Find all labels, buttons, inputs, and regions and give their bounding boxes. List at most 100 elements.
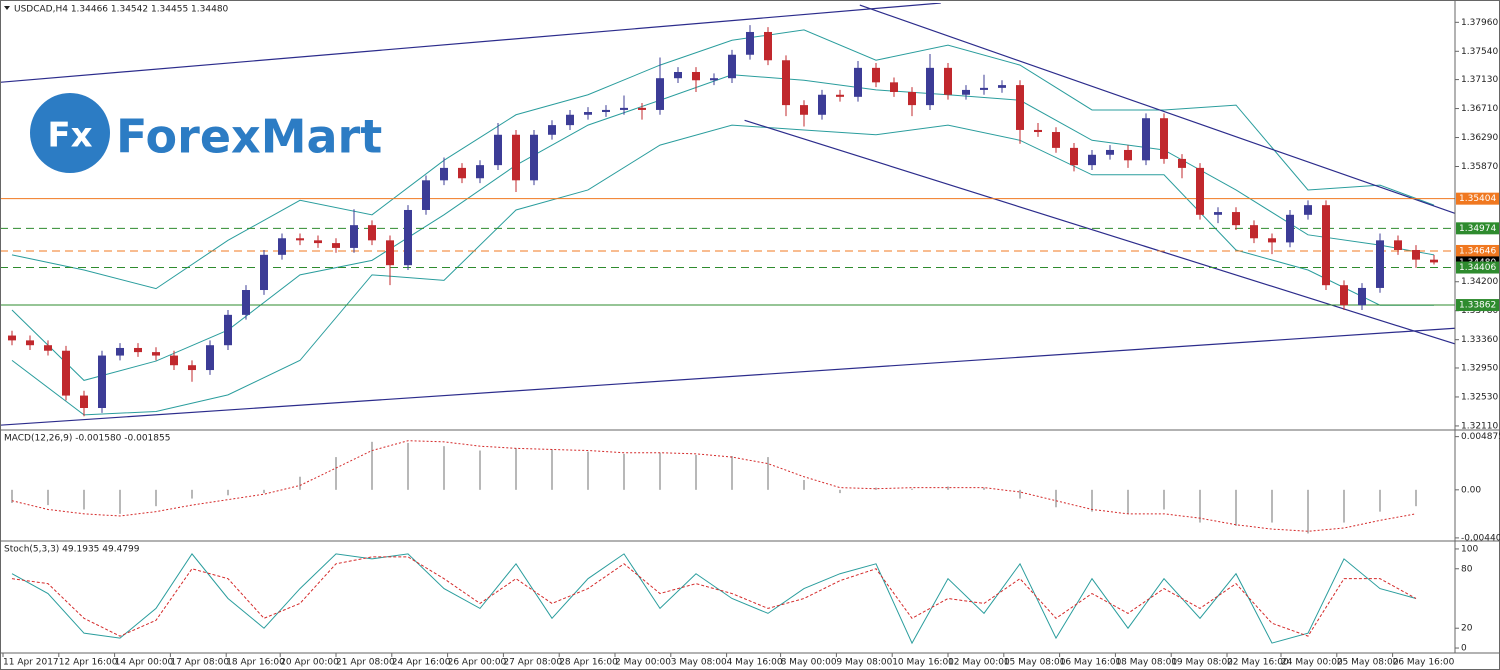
- candle-body: [746, 31, 754, 55]
- candle-body: [278, 238, 286, 255]
- level-label-box: [1456, 261, 1499, 274]
- candle-body: [674, 71, 682, 79]
- candle-body: [1340, 285, 1348, 306]
- macd-bar: [947, 486, 949, 490]
- x-tick-label: 2 May 00:00: [615, 658, 671, 668]
- candle-body: [1268, 238, 1276, 243]
- macd-bar: [1415, 489, 1417, 507]
- y-tick-label: 20: [1461, 624, 1473, 634]
- x-tick-label: 3 May 08:00: [671, 658, 727, 668]
- candle-body: [1250, 225, 1258, 239]
- candle-body: [1286, 214, 1294, 243]
- y-tick-label: 1.34200: [1461, 277, 1498, 287]
- x-tick-label: 28 Apr 16:00: [559, 658, 618, 668]
- candle-body: [296, 238, 304, 241]
- candle-body: [602, 109, 610, 113]
- x-tick-label: 26 Apr 00:00: [448, 658, 507, 668]
- x-tick-label: 12 Apr 16:00: [59, 658, 118, 668]
- bollinger-lower: [11, 124, 1434, 416]
- y-tick-label: 1.37540: [1461, 47, 1498, 57]
- y-tick-label: 1.32530: [1461, 392, 1498, 402]
- macd-bar: [443, 446, 445, 490]
- candle-body: [962, 89, 970, 95]
- candle-body: [782, 60, 790, 106]
- candle-body: [1070, 147, 1078, 166]
- y-tick-label: 1.36290: [1461, 133, 1498, 143]
- candle-body: [1052, 132, 1060, 148]
- y-tick-label: 0.00: [1461, 485, 1481, 495]
- level-label-box: [1456, 244, 1499, 257]
- candle-body: [638, 107, 646, 110]
- level-label: 1.34974: [1459, 224, 1496, 234]
- candle-body: [224, 314, 232, 346]
- candle-body: [620, 107, 628, 110]
- candle-body: [170, 355, 178, 366]
- candle-body: [1376, 240, 1384, 288]
- x-tick-label: 20 Apr 00:00: [280, 658, 339, 668]
- x-tick-label: 22 May 16:00: [1227, 658, 1289, 668]
- x-tick-label: 21 Apr 08:00: [336, 658, 395, 668]
- candle-body: [1160, 118, 1168, 159]
- x-tick-label: 16 May 16:00: [1060, 658, 1122, 668]
- macd-bar: [479, 450, 481, 490]
- candle-body: [1142, 118, 1150, 161]
- trend-line: [0, 3, 941, 83]
- candle-body: [1304, 205, 1312, 215]
- macd-bar: [911, 488, 913, 490]
- x-tick-label: 14 Apr 00:00: [115, 658, 174, 668]
- macd-bar: [1199, 489, 1201, 523]
- level-label-box: [1456, 222, 1499, 235]
- candle-body: [26, 340, 34, 346]
- candle-body: [530, 134, 538, 181]
- candle-body: [188, 365, 196, 371]
- candle-body: [350, 225, 358, 248]
- candle-body: [1034, 129, 1042, 133]
- macd-signal: [11, 440, 1417, 532]
- candle-body: [1358, 287, 1366, 306]
- y-tick-label: 1.36710: [1461, 104, 1498, 114]
- candle-body: [1322, 205, 1330, 286]
- logo: Fx ForexMart: [30, 93, 382, 173]
- candle-body: [440, 167, 448, 181]
- macd-bar: [47, 489, 49, 506]
- candle-body: [386, 240, 394, 266]
- menu-icon: [4, 6, 10, 10]
- macd-bar: [299, 476, 301, 490]
- candle-body: [314, 240, 322, 244]
- candle-body: [206, 345, 214, 371]
- candle-body: [908, 92, 916, 106]
- candle-body: [1106, 149, 1114, 155]
- panel-title: MACD(12,26,9) -0.001580 -0.001855: [4, 434, 170, 444]
- candle-body: [422, 180, 430, 210]
- macd-bar: [1055, 489, 1057, 508]
- candle-body: [116, 347, 124, 356]
- macd-bar: [191, 489, 193, 499]
- trend-line: [859, 4, 1455, 214]
- x-tick-label: 17 Apr 08:00: [170, 658, 229, 668]
- candle-body: [8, 335, 16, 341]
- stoch-plot: [11, 553, 1417, 645]
- candle-body: [494, 134, 502, 166]
- logo-circle: [30, 93, 110, 173]
- candle-body: [728, 54, 736, 79]
- candle-body: [80, 395, 88, 408]
- panel-title: Stoch(5,3,3) 49.1935 49.4799: [4, 545, 140, 555]
- y-tick-label: 80: [1461, 564, 1473, 574]
- x-tick-label: 9 May 08:00: [836, 658, 892, 668]
- x-tick-label: 10 May 16:00: [892, 658, 954, 668]
- candle-body: [44, 345, 52, 351]
- x-tick-label: 19 May 08:00: [1171, 658, 1233, 668]
- macd-bar: [551, 449, 553, 490]
- candle-body: [1214, 212, 1222, 215]
- candle-body: [404, 209, 412, 266]
- candle-body: [890, 82, 898, 93]
- y-tick-label: 1.32950: [1461, 363, 1498, 373]
- macd-bar: [515, 448, 517, 490]
- macd-bar: [767, 457, 769, 490]
- macd-bar: [1307, 489, 1309, 534]
- macd-bar: [83, 489, 85, 510]
- macd-bar: [623, 453, 625, 490]
- macd-bar: [119, 489, 121, 514]
